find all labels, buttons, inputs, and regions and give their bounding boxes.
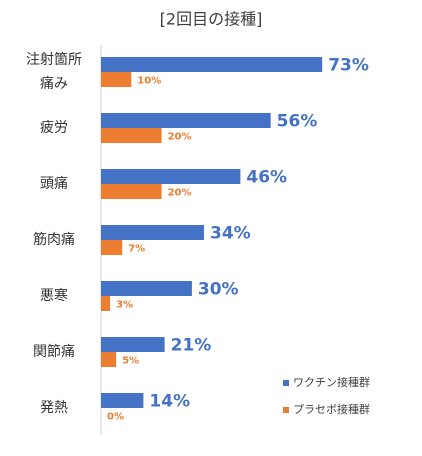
value-label: 73% [328,56,369,76]
bar [101,240,123,255]
legend-marker [283,380,289,386]
category-label: 悪寒 [40,288,68,304]
bar [101,393,144,408]
value-label: 21% [171,336,212,356]
bar [101,296,111,311]
bar [101,57,323,72]
value-label: 3% [116,300,133,311]
legend-marker [283,407,289,413]
bar [101,337,165,352]
value-label: 20% [168,132,192,143]
chart-title: [2回目の接種] [160,10,263,29]
legend-label: ワクチン接種群 [293,375,370,389]
category-label: 頭痛 [40,176,68,192]
value-label: 5% [122,356,139,367]
legend-label: プラセボ接種群 [293,402,370,416]
bar [101,352,117,367]
value-label: 34% [210,224,251,244]
value-label: 10% [137,76,161,87]
bar [101,113,271,128]
value-label: 0% [107,412,124,423]
bar [101,169,241,184]
value-label: 46% [246,168,287,188]
bar [101,225,205,240]
value-label: 56% [277,112,318,132]
category-label: 注射箇所痛み [26,52,82,92]
value-label: 7% [128,244,145,255]
category-label: 関節痛 [33,344,75,360]
category-label: 疲労 [40,120,68,136]
bar [101,128,162,143]
bar [101,184,162,199]
value-label: 14% [149,392,190,412]
category-label: 筋肉痛 [33,232,75,248]
value-label: 20% [168,188,192,199]
value-label: 30% [198,280,239,300]
bar [101,72,132,87]
category-label: 発熱 [40,400,68,416]
bar [101,281,192,296]
